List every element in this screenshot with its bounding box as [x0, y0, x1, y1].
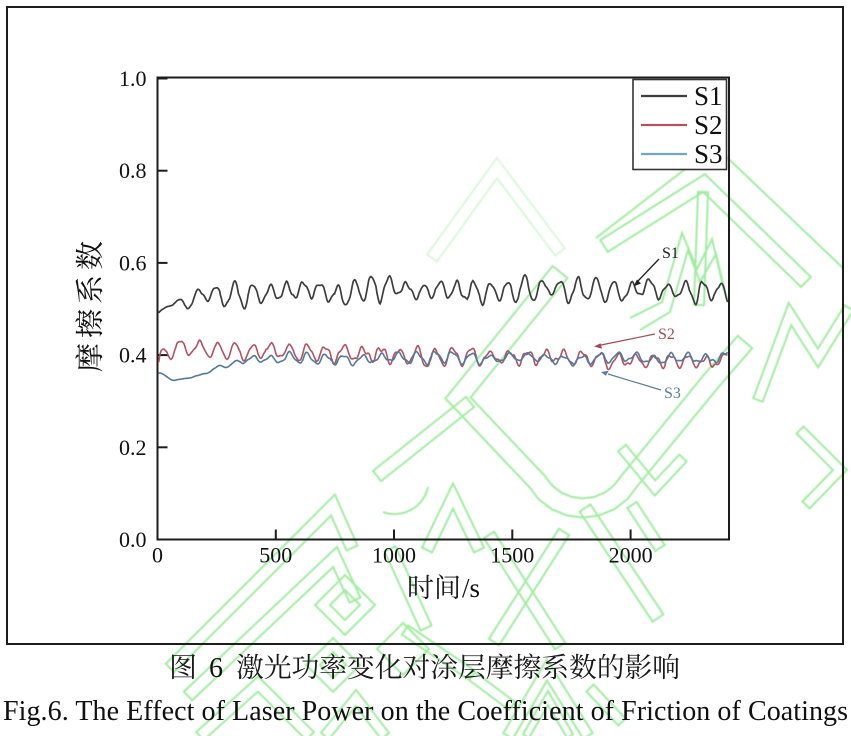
- svg-text:500: 500: [259, 543, 292, 568]
- svg-text:0: 0: [152, 543, 163, 568]
- svg-text:0.8: 0.8: [119, 158, 147, 183]
- svg-text:S1: S1: [662, 245, 679, 262]
- svg-text:0.2: 0.2: [119, 435, 147, 460]
- svg-text:6: 6: [209, 653, 223, 684]
- svg-text:S1: S1: [694, 81, 723, 111]
- svg-text:/s: /s: [462, 573, 480, 603]
- svg-text:S3: S3: [664, 385, 681, 402]
- svg-text:S2: S2: [694, 110, 723, 140]
- svg-text:0.4: 0.4: [119, 343, 147, 368]
- svg-text:1500: 1500: [490, 543, 534, 568]
- svg-text:1000: 1000: [372, 543, 416, 568]
- svg-text:2000: 2000: [609, 543, 653, 568]
- svg-text:S2: S2: [658, 326, 675, 343]
- svg-text:0.6: 0.6: [119, 250, 147, 275]
- svg-text:S3: S3: [694, 139, 723, 169]
- svg-text:1.0: 1.0: [119, 66, 147, 91]
- svg-text:Fig.6. The Effect of Laser Pow: Fig.6. The Effect of Laser Power on the …: [3, 696, 848, 727]
- svg-text:0.0: 0.0: [119, 527, 147, 552]
